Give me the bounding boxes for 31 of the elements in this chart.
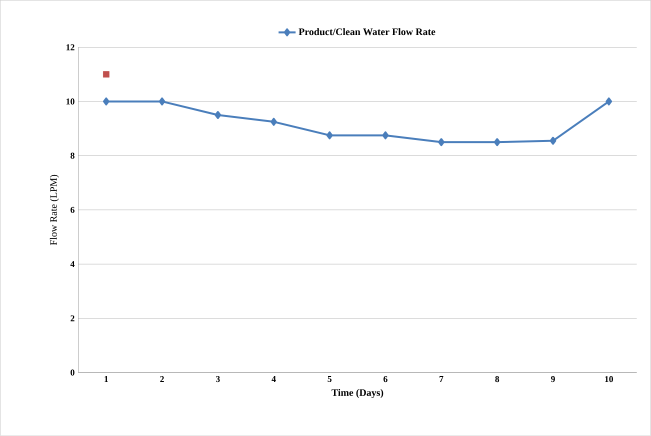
point: [438, 138, 445, 146]
x-tick-label: 5: [328, 376, 332, 382]
point: [158, 98, 166, 106]
point: [550, 136, 556, 145]
point: [214, 111, 222, 120]
y-tick-label: 12: [66, 44, 74, 50]
x-tick-label: 10: [605, 376, 614, 382]
x-tick-label: 4: [272, 376, 276, 382]
y-tick-label: 6: [70, 206, 74, 214]
y-tick-label: 8: [70, 152, 74, 159]
y-tick-label: 0: [70, 370, 74, 376]
x-tick-label: 3: [216, 376, 220, 382]
point: [102, 98, 110, 106]
x-tick-label: 6: [384, 376, 388, 382]
legend-label: Product/Clean Water Flow Rate: [298, 28, 436, 36]
point: [606, 98, 612, 106]
x-tick-label: 1: [104, 376, 108, 382]
point: [382, 131, 389, 140]
x-axis-title: Time (Days): [332, 389, 384, 398]
y-axis-title: Flow Rate (LPM): [50, 174, 59, 246]
y-tick-label: 4: [70, 261, 75, 268]
x-tick-label: 9: [551, 376, 555, 382]
point: [103, 71, 110, 78]
y-tick-label: 10: [66, 98, 74, 105]
point: [326, 131, 333, 140]
point: [270, 118, 277, 126]
x-tick-label: 8: [495, 376, 500, 382]
y-tick-label: 2: [70, 315, 74, 322]
x-tick-label: 2: [160, 376, 164, 382]
point: [494, 138, 500, 146]
x-tick-label: 7: [440, 376, 444, 382]
